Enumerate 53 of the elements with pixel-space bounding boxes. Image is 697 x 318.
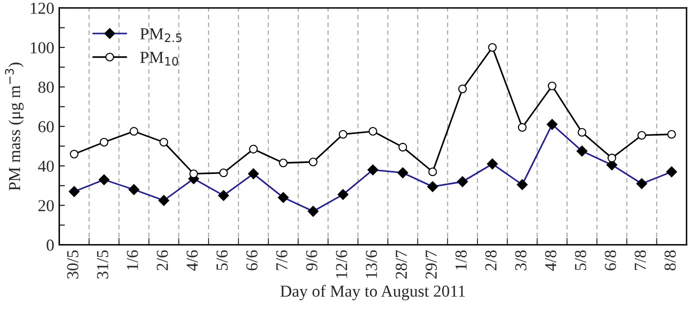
x-tick-label: 4/8 — [545, 250, 556, 271]
x-tick-label: 3/8 — [515, 250, 526, 270]
x-tick-label: 6/6 — [246, 250, 258, 270]
point — [667, 130, 676, 139]
point — [518, 123, 527, 132]
x-tick-label: 30/5 — [67, 250, 78, 279]
x-tick-label: 6/8 — [604, 250, 616, 270]
x-axis-title: Day of May to August 2011 — [280, 284, 465, 300]
x-tick-label: 13/6 — [366, 250, 378, 278]
x-tick-label: 2/8 — [485, 250, 497, 270]
legend-label: PM$_{2.5}$ — [140, 28, 182, 42]
y-tick-label: 120 — [30, 2, 54, 14]
point — [278, 158, 288, 168]
x-tick-label: 7/6 — [276, 250, 288, 270]
x-tick-label: 29/7 — [426, 250, 437, 279]
point — [548, 82, 556, 90]
x-tick-label: 5/8 — [574, 250, 586, 270]
point — [100, 138, 108, 147]
point — [458, 84, 467, 94]
y-axis-title: PM mass (μg m$^{−3}$) — [4, 62, 24, 191]
x-tick-label: 7/8 — [634, 250, 646, 270]
x-tick-label: 1/6 — [126, 250, 138, 270]
point — [488, 43, 497, 52]
point — [578, 128, 586, 137]
y-tick-label: 80 — [38, 82, 54, 93]
x-tick-label: 4/6 — [186, 250, 198, 271]
y-tick-label: 0 — [46, 240, 54, 251]
point — [368, 127, 378, 136]
x-tick-label: 28/7 — [396, 250, 407, 279]
point — [159, 138, 168, 147]
point — [189, 169, 198, 178]
point — [70, 150, 79, 158]
x-tick-label: 9/6 — [306, 250, 318, 270]
point — [428, 167, 437, 176]
x-tick-label: 12/6 — [336, 250, 348, 278]
point — [249, 144, 258, 154]
point — [338, 130, 348, 139]
legend-label: PM$_{10}$ — [140, 52, 178, 66]
x-tick-label: 31/5 — [97, 250, 108, 279]
y-tick-label: 100 — [30, 42, 54, 54]
point — [219, 168, 228, 178]
y-tick-label: 20 — [38, 200, 54, 212]
point — [608, 154, 616, 162]
x-tick-label: 2/6 — [156, 250, 168, 270]
x-tick-label: 8/8 — [664, 250, 676, 270]
point — [398, 142, 408, 152]
y-tick-label: 40 — [38, 160, 54, 172]
x-tick-label: 5/6 — [216, 250, 228, 270]
point — [308, 158, 318, 166]
x-tick-label: 1/8 — [455, 250, 467, 270]
point — [130, 127, 138, 136]
y-tick-label: 60 — [38, 121, 54, 132]
point — [637, 130, 646, 140]
